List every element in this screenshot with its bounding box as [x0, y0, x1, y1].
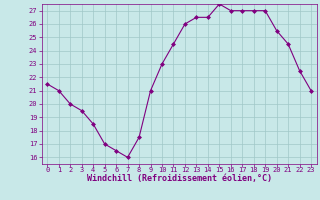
X-axis label: Windchill (Refroidissement éolien,°C): Windchill (Refroidissement éolien,°C) [87, 174, 272, 183]
